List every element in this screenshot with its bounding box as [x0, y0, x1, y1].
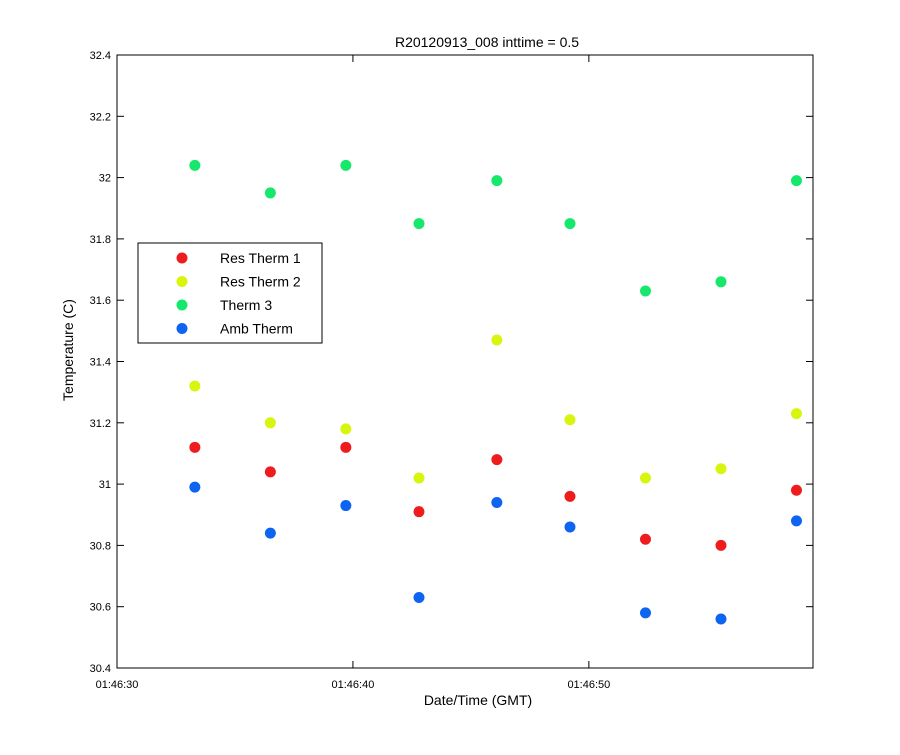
legend-marker	[176, 276, 188, 287]
legend-marker	[176, 299, 188, 311]
x-axis-title: Date/Time (GMT)	[424, 692, 532, 708]
data-point	[264, 527, 276, 539]
series-res-therm-2	[189, 334, 802, 484]
x-tick-label: 01:46:40	[332, 679, 375, 691]
chart-title: R20120913_008 inttime = 0.5	[395, 34, 579, 50]
data-point	[491, 334, 503, 346]
series-res-therm-1	[189, 441, 802, 551]
x-tick-label: 01:46:30	[96, 679, 139, 691]
legend-marker	[176, 323, 188, 334]
y-tick-label: 31.6	[90, 295, 111, 307]
y-tick-label: 31.4	[90, 357, 111, 369]
data-point	[413, 506, 425, 518]
data-point	[715, 613, 727, 625]
y-tick-label: 32.2	[90, 111, 111, 123]
data-point	[715, 539, 727, 551]
data-point	[790, 175, 802, 187]
data-point	[189, 159, 201, 171]
legend-label: Res Therm 1	[220, 250, 301, 266]
y-tick-label: 31	[99, 479, 111, 491]
y-tick-label: 30.4	[90, 663, 111, 675]
data-point	[790, 408, 802, 420]
data-point	[189, 380, 201, 392]
data-point	[491, 496, 503, 508]
axes-frame	[116, 54, 814, 669]
y-tick-label: 32	[99, 173, 111, 185]
data-point	[491, 175, 503, 187]
series-therm-3	[189, 159, 802, 297]
data-point	[639, 285, 651, 297]
data-point	[790, 484, 802, 496]
data-point	[340, 500, 352, 512]
data-point	[413, 592, 425, 604]
data-point	[264, 466, 276, 478]
legend: Res Therm 1 Res Therm 2 Therm 3 Amb Therm	[137, 242, 323, 344]
y-tick-label: 31.8	[90, 234, 111, 246]
data-point	[189, 441, 201, 453]
data-point	[413, 218, 425, 230]
y-tick-label: 30.6	[90, 602, 111, 614]
data-point	[639, 533, 651, 545]
data-point	[639, 607, 651, 619]
data-point	[340, 441, 352, 453]
data-point	[564, 490, 576, 502]
data-point	[340, 423, 352, 435]
data-point	[413, 472, 425, 484]
legend-label: Therm 3	[220, 297, 272, 313]
data-point	[715, 276, 727, 288]
data-point	[639, 472, 651, 484]
x-tick-label: 01:46:50	[567, 679, 610, 691]
data-point	[340, 159, 352, 171]
data-point	[564, 414, 576, 426]
data-point	[564, 521, 576, 533]
data-point	[790, 515, 802, 527]
data-point	[189, 481, 201, 493]
y-tick-label: 30.8	[90, 540, 111, 552]
plot-area: 30.4 30.6 30.8 31 31.2 31.4 31.6 31.8 32 32.2 32.4…	[90, 50, 814, 691]
legend-marker	[176, 252, 188, 264]
data-point	[564, 218, 576, 230]
data-point	[491, 454, 503, 466]
y-axis-title: Temperature (C)	[60, 299, 76, 401]
series-amb-therm	[189, 481, 802, 625]
y-tick-label: 32.4	[90, 50, 111, 62]
legend-label: Amb Therm	[220, 321, 293, 337]
data-point	[264, 417, 276, 429]
data-point	[715, 463, 727, 475]
legend-label: Res Therm 2	[220, 274, 301, 290]
y-tick-label: 31.2	[90, 418, 111, 430]
data-point	[264, 187, 276, 199]
legend-box	[137, 242, 323, 344]
